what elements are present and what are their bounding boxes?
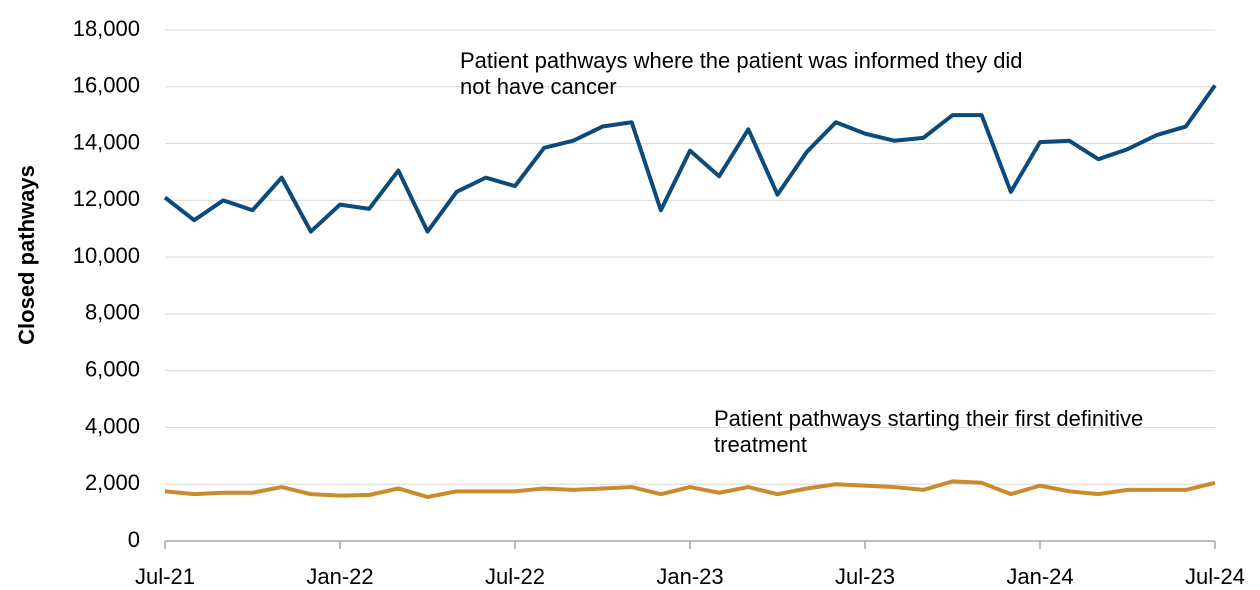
x-tick-label: Jul-24	[1185, 564, 1245, 589]
y-tick-label: 6,000	[85, 356, 140, 381]
line-series	[164, 479, 1216, 499]
series-label: Patient pathways where the patient was i…	[460, 48, 1023, 99]
x-tick-label: Jan-22	[306, 564, 373, 589]
y-tick-label: 4,000	[85, 413, 140, 438]
series-label: Patient pathways starting their first de…	[714, 406, 1144, 457]
y-tick-label: 12,000	[73, 186, 140, 211]
y-tick-label: 2,000	[85, 470, 140, 495]
x-tick-label: Jul-21	[135, 564, 195, 589]
x-tick-label: Jan-23	[656, 564, 723, 589]
line-series	[163, 84, 1217, 234]
y-tick-label: 18,000	[73, 16, 140, 41]
x-tick-label: Jul-23	[835, 564, 895, 589]
x-tick-label: Jan-24	[1006, 564, 1073, 589]
x-tick-label: Jul-22	[485, 564, 545, 589]
y-tick-label: 16,000	[73, 73, 140, 98]
series-annotation: Patient pathways starting their first de…	[714, 406, 1144, 457]
y-axis-label: Closed pathways	[14, 165, 39, 345]
y-tick-label: 8,000	[85, 300, 140, 325]
y-tick-label: 0	[128, 527, 140, 552]
y-tick-label: 10,000	[73, 243, 140, 268]
y-tick-label: 14,000	[73, 129, 140, 154]
series-annotation: Patient pathways where the patient was i…	[460, 48, 1023, 99]
